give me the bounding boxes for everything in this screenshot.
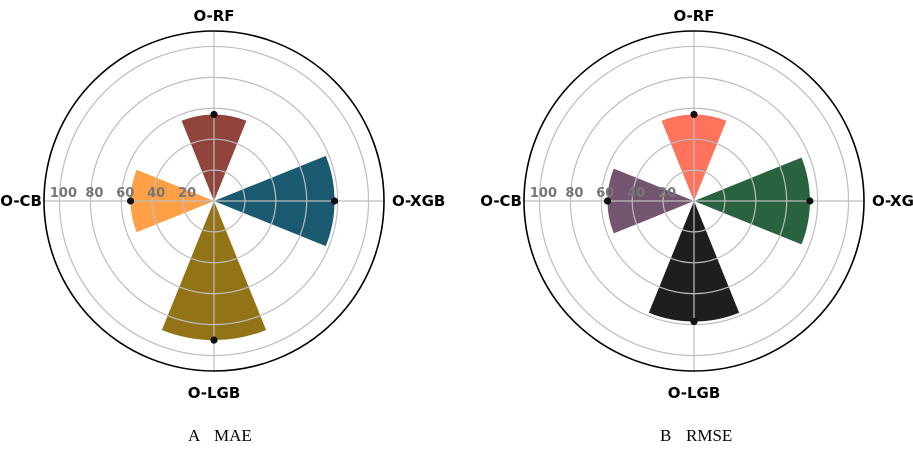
marker-layer xyxy=(126,110,339,344)
point-o-lgb xyxy=(210,336,218,344)
wedge-layer xyxy=(130,114,335,341)
point-o-cb xyxy=(603,197,612,205)
marker-layer xyxy=(603,110,814,326)
panel-rmse: 20 40 60 80 100 O-RF O-XGB O-LGB O-CB B RMSE xyxy=(480,7,913,445)
category-label-o-cb: O-CB xyxy=(0,192,42,210)
caption-metric: MAE xyxy=(214,426,252,445)
category-label-o-xgb: O-XGB xyxy=(872,192,913,210)
point-o-rf xyxy=(690,110,698,119)
point-o-xgb xyxy=(806,197,814,205)
rtick-label-20: 20 xyxy=(658,186,676,201)
rtick-label-20: 20 xyxy=(178,186,196,201)
grid-layer xyxy=(523,30,865,372)
caption-letter: A xyxy=(188,426,201,445)
outer-ring xyxy=(43,30,385,372)
point-o-rf xyxy=(210,110,218,119)
point-o-lgb xyxy=(690,317,698,326)
caption-letter: B xyxy=(660,426,671,445)
rtick-layer: 20 40 60 80 100 xyxy=(530,186,676,201)
rtick-layer: 20 40 60 80 100 xyxy=(50,186,196,201)
category-label-o-lgb: O-LGB xyxy=(668,384,721,402)
rtick-label-60: 60 xyxy=(596,186,614,201)
rtick-label-40: 40 xyxy=(627,186,645,201)
category-label-o-cb: O-CB xyxy=(480,192,522,210)
rtick-label-60: 60 xyxy=(116,186,134,201)
rtick-label-40: 40 xyxy=(147,186,165,201)
caption-metric: RMSE xyxy=(686,426,732,445)
category-label-o-xgb: O-XGB xyxy=(392,192,445,210)
rtick-label-80: 80 xyxy=(565,186,583,201)
rtick-label-100: 100 xyxy=(50,186,77,201)
point-o-cb xyxy=(126,197,135,205)
point-o-xgb xyxy=(330,197,339,205)
rtick-label-80: 80 xyxy=(85,186,103,201)
outer-ring xyxy=(523,30,865,372)
category-label-o-rf: O-RF xyxy=(193,7,234,25)
rtick-label-100: 100 xyxy=(530,186,557,201)
panel-mae: 20 40 60 80 100 O-RF O-XGB O-LGB O-CB A MAE xyxy=(0,7,445,445)
category-label-o-lgb: O-LGB xyxy=(188,384,241,402)
category-label-o-rf: O-RF xyxy=(673,7,714,25)
